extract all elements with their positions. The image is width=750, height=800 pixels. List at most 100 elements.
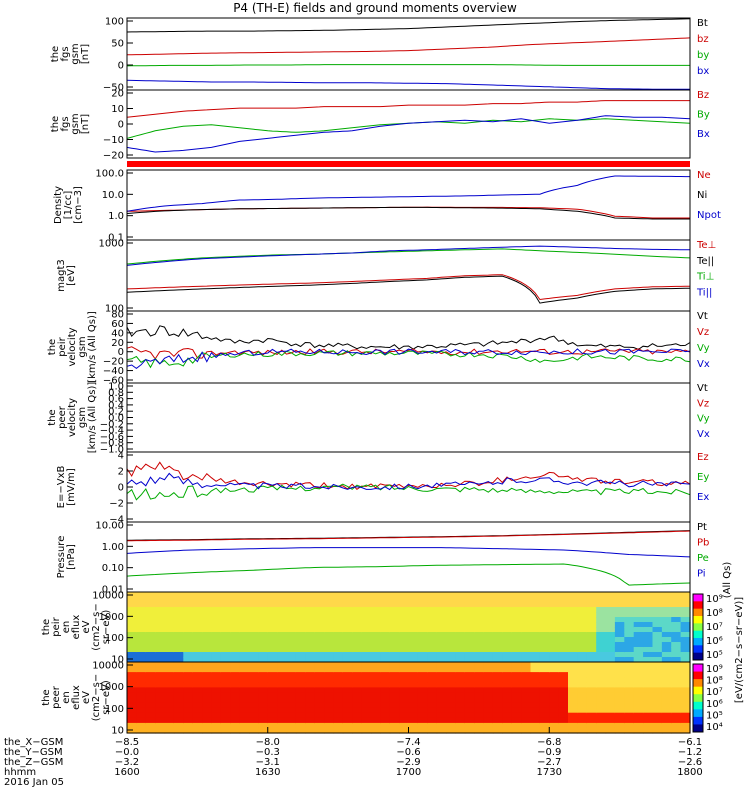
spectrogram-cell (277, 647, 288, 653)
spectrogram-cell (427, 702, 438, 709)
x-row-value: −0.3 (256, 747, 280, 758)
spectrogram-cell (652, 652, 663, 658)
spectrogram-cell (173, 602, 184, 608)
spectrogram-cell (671, 687, 682, 694)
spectrogram-cell (446, 697, 456, 704)
spectrogram-cell (614, 612, 625, 618)
spectrogram-cell (127, 712, 137, 719)
spectrogram-cell (492, 612, 503, 618)
spectrogram-cell (492, 682, 503, 688)
spectrogram-cell (277, 672, 288, 678)
spectrogram-cell (408, 702, 419, 709)
y-axis-label-line: Pressure (56, 536, 67, 579)
spectrogram-cell (211, 727, 222, 734)
spectrogram-cell (239, 622, 250, 628)
y-tick-label: 0.01 (102, 585, 124, 596)
spectrogram-cell (389, 622, 400, 628)
y-axis-label-line: peir (51, 616, 62, 636)
spectrogram-cell (511, 592, 522, 598)
spectrogram-cell (314, 707, 325, 714)
spectrogram-cell (286, 637, 297, 643)
spectrogram-cell (492, 637, 503, 643)
spectrogram-cell (295, 712, 306, 719)
spectrogram-cell (202, 642, 213, 648)
y-tick-label: −2 (109, 499, 124, 510)
spectrogram-cell (361, 707, 372, 714)
spectrogram-cell (286, 662, 297, 668)
spectrogram-cell (352, 637, 363, 643)
spectrogram-cell (230, 677, 241, 683)
spectrogram-cell (530, 682, 541, 688)
spectrogram-cell (652, 657, 663, 663)
spectrogram-cell (389, 662, 400, 668)
y-axis-label-line: Density (53, 186, 64, 224)
y-axis-label-line: sr−eV) (101, 680, 112, 715)
spectrogram-cell (324, 672, 335, 678)
spectrogram-cell (389, 612, 400, 618)
spectrogram-cell (220, 642, 231, 648)
spectrogram-cell (192, 637, 203, 643)
spectrogram-cell (427, 697, 438, 704)
legend-vx: Vx (697, 359, 710, 370)
spectrogram-cell (427, 667, 438, 673)
spectrogram-cell (286, 612, 297, 618)
spectrogram-cell (389, 672, 400, 678)
spectrogram-cell (267, 707, 278, 714)
spectrogram-cell (211, 707, 222, 714)
spectrogram-cell (173, 632, 184, 638)
spectrogram-cell (352, 647, 363, 653)
spectrogram-cell (286, 652, 297, 658)
legend-ti⊥: Ti⊥ (696, 272, 714, 283)
spectrogram-cell (380, 652, 391, 658)
y-axis-label-line: [cm−3] (73, 186, 84, 224)
spectrogram-cell (539, 672, 550, 678)
spectrogram-cell (549, 687, 560, 694)
spectrogram-cell (380, 707, 391, 714)
spectrogram-cell (136, 612, 147, 618)
spectrogram-cell (145, 617, 156, 623)
spectrogram-cell (455, 702, 466, 709)
spectrogram-cell (164, 677, 175, 683)
spectrogram-cell (483, 687, 494, 694)
spectrogram-cell (136, 637, 147, 643)
spectrogram-cell (614, 647, 625, 653)
spectrogram-cell (492, 722, 503, 729)
spectrogram-cell (671, 622, 682, 628)
spectrogram-cell (558, 702, 569, 709)
spectrogram-cell (333, 677, 344, 683)
series-pi (126, 547, 691, 558)
spectrogram-cell (577, 662, 588, 668)
spectrogram-cell (530, 722, 541, 729)
spectrogram-cell (661, 682, 672, 688)
spectrogram-cell (399, 637, 410, 643)
spectrogram-cell (586, 687, 597, 694)
y-tick-label: 0 (118, 61, 124, 72)
spectrogram-cell (333, 622, 344, 628)
spectrogram-cell (464, 702, 475, 709)
series-vt (126, 325, 691, 350)
spectrogram-cell (502, 677, 513, 683)
spectrogram-cell (389, 652, 400, 658)
spectrogram-cell (295, 702, 306, 709)
spectrogram-cell (680, 617, 691, 623)
spectrogram-cell (267, 692, 278, 699)
spectrogram-cell (314, 717, 325, 724)
spectrogram-cell (342, 637, 353, 643)
spectrogram-cell (633, 652, 644, 658)
spectrogram-cell (277, 652, 288, 658)
spectrogram-cell (577, 682, 588, 688)
spectrogram-cell (446, 717, 456, 724)
spectrogram-cell (427, 687, 438, 694)
spectrogram-cell (474, 607, 485, 613)
spectrogram-cell (352, 652, 363, 658)
spectrogram-cell (173, 607, 184, 613)
spectrogram-cell (511, 712, 522, 719)
spectrogram-cell (249, 727, 259, 734)
spectrogram-cell (220, 617, 231, 623)
spectrogram-cell (211, 622, 222, 628)
spectrogram-cell (230, 722, 241, 729)
colorbar-band (693, 724, 703, 733)
spectrogram-cell (596, 592, 607, 598)
spectrogram-cell (474, 717, 485, 724)
spectrogram-cell (511, 687, 522, 694)
